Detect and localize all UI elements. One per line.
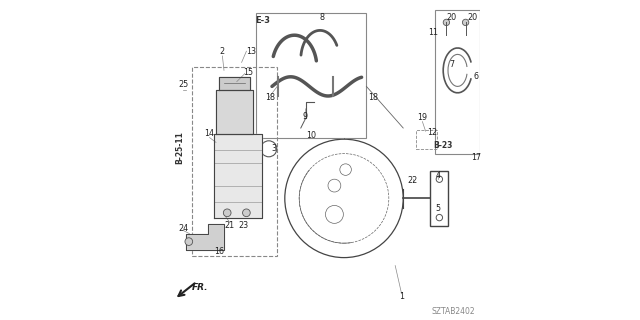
Text: 18: 18 <box>368 93 378 102</box>
Text: FR.: FR. <box>192 283 209 292</box>
Text: 14: 14 <box>205 129 214 138</box>
Text: 20: 20 <box>467 13 477 22</box>
Text: E-3: E-3 <box>255 16 270 25</box>
Text: 23: 23 <box>239 221 249 230</box>
Text: 2: 2 <box>220 47 225 56</box>
Text: 16: 16 <box>214 247 224 256</box>
Polygon shape <box>216 90 253 134</box>
Text: 1: 1 <box>399 292 404 301</box>
Text: 11: 11 <box>429 28 438 36</box>
Text: 20: 20 <box>446 13 456 22</box>
Text: B-25-11: B-25-11 <box>175 131 185 164</box>
Circle shape <box>243 209 250 217</box>
Bar <box>430 171 448 226</box>
Bar <box>192 67 277 256</box>
Circle shape <box>462 19 468 26</box>
Text: 5: 5 <box>436 204 441 212</box>
Text: 6: 6 <box>474 72 479 81</box>
Bar <box>256 13 366 138</box>
Bar <box>435 10 480 154</box>
Text: 12: 12 <box>428 128 438 137</box>
Text: 13: 13 <box>246 47 256 56</box>
Text: 7: 7 <box>449 60 454 68</box>
Text: 25: 25 <box>178 80 188 89</box>
Text: 21: 21 <box>225 221 235 230</box>
Text: 24: 24 <box>178 224 188 233</box>
Polygon shape <box>186 224 224 250</box>
Bar <box>416 130 436 149</box>
Polygon shape <box>214 134 262 218</box>
Text: 22: 22 <box>408 176 418 185</box>
Text: B-23: B-23 <box>433 141 453 150</box>
Text: 18: 18 <box>266 93 275 102</box>
Text: 3: 3 <box>271 144 276 153</box>
Polygon shape <box>219 77 250 90</box>
Text: 17: 17 <box>471 153 481 162</box>
Circle shape <box>185 238 193 245</box>
Circle shape <box>223 209 231 217</box>
Text: 9: 9 <box>302 112 307 121</box>
Text: 8: 8 <box>319 13 324 22</box>
Circle shape <box>443 19 449 26</box>
Text: SZTAB2402: SZTAB2402 <box>431 308 475 316</box>
Text: 15: 15 <box>243 68 253 76</box>
Text: 19: 19 <box>417 113 428 122</box>
Text: 4: 4 <box>436 171 441 180</box>
Text: 10: 10 <box>306 131 316 140</box>
